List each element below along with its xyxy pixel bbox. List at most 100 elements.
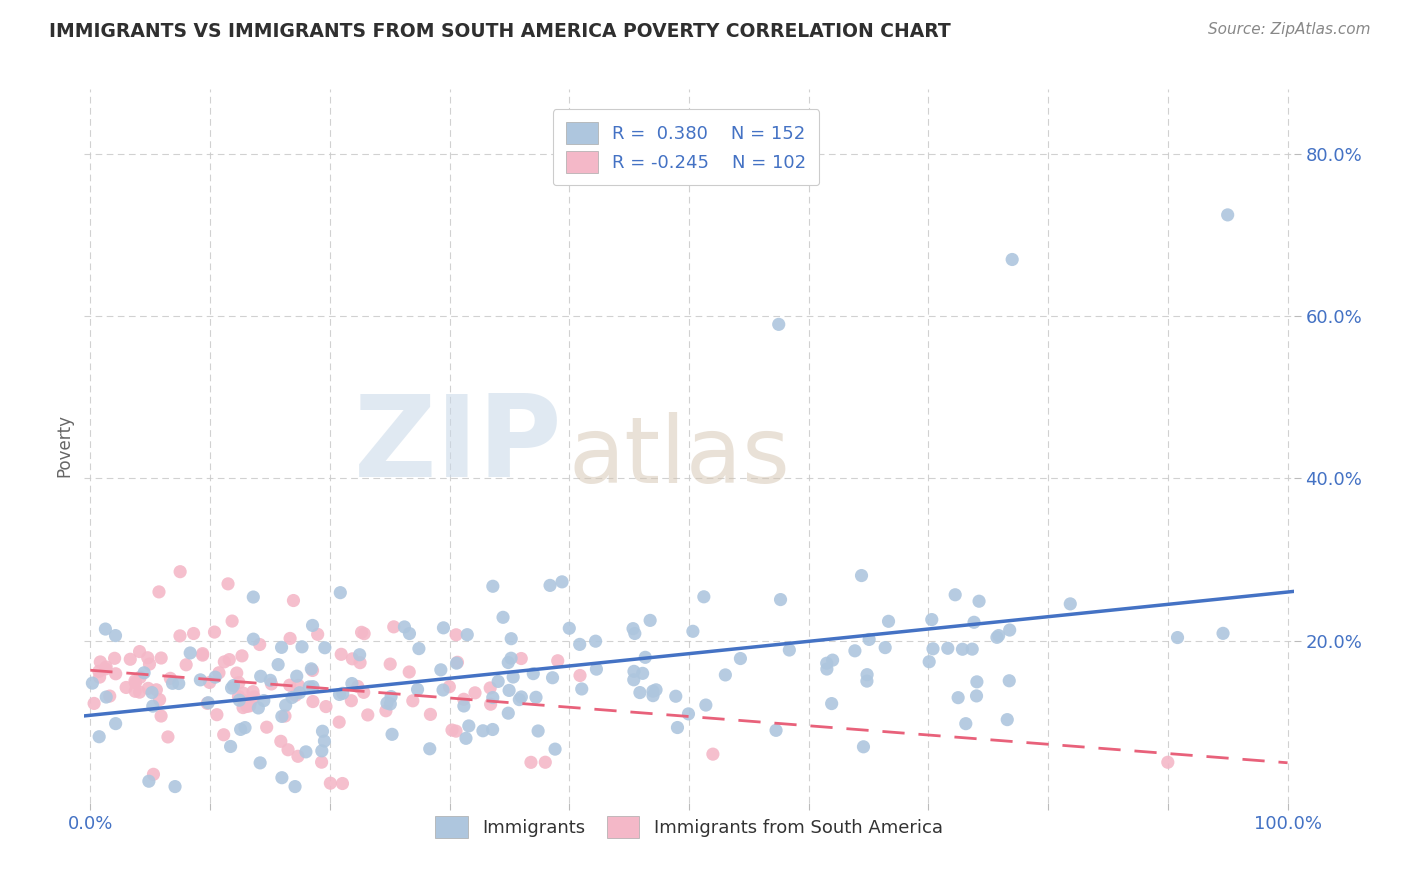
- Point: [208, 665, 231, 680]
- Point: [214, 655, 236, 669]
- Point: [858, 632, 880, 647]
- Point: [353, 626, 375, 640]
- Point: [456, 628, 478, 642]
- Point: [288, 686, 311, 700]
- Point: [163, 780, 186, 794]
- Legend: Immigrants, Immigrants from South America: Immigrants, Immigrants from South Americ…: [426, 807, 952, 847]
- Point: [571, 681, 593, 696]
- Point: [169, 629, 191, 643]
- Point: [239, 698, 262, 713]
- Point: [319, 776, 342, 790]
- Point: [357, 708, 380, 723]
- Point: [402, 694, 425, 708]
- Point: [301, 618, 323, 632]
- Point: [995, 713, 1018, 727]
- Point: [492, 610, 515, 624]
- Point: [270, 640, 292, 655]
- Point: [875, 640, 897, 655]
- Point: [1212, 626, 1234, 640]
- Point: [104, 629, 127, 643]
- Point: [527, 723, 550, 738]
- Point: [471, 723, 494, 738]
- Point: [453, 692, 475, 706]
- Point: [922, 641, 945, 656]
- Point: [301, 664, 323, 678]
- Point: [191, 647, 214, 661]
- Point: [682, 624, 704, 639]
- Point: [943, 588, 966, 602]
- Point: [350, 625, 373, 640]
- Point: [1059, 597, 1081, 611]
- Point: [440, 723, 463, 737]
- Point: [695, 698, 717, 712]
- Point: [311, 744, 333, 758]
- Point: [380, 697, 402, 711]
- Point: [510, 690, 533, 704]
- Point: [89, 670, 111, 684]
- Point: [284, 780, 307, 794]
- Point: [174, 657, 197, 672]
- Point: [179, 646, 201, 660]
- Point: [256, 720, 278, 734]
- Point: [329, 585, 352, 599]
- Point: [998, 623, 1021, 637]
- Point: [967, 594, 990, 608]
- Point: [856, 674, 879, 689]
- Point: [283, 593, 305, 607]
- Point: [946, 690, 969, 705]
- Point: [145, 682, 167, 697]
- Point: [287, 749, 309, 764]
- Point: [520, 756, 543, 770]
- Point: [242, 684, 264, 698]
- Point: [481, 723, 503, 737]
- Point: [136, 681, 159, 696]
- Point: [132, 665, 155, 680]
- Point: [142, 767, 165, 781]
- Point: [966, 689, 988, 703]
- Point: [302, 695, 325, 709]
- Point: [195, 696, 218, 710]
- Point: [204, 625, 226, 640]
- Point: [815, 662, 838, 676]
- Point: [221, 681, 243, 695]
- Text: Source: ZipAtlas.com: Source: ZipAtlas.com: [1208, 22, 1371, 37]
- Point: [432, 683, 454, 698]
- Point: [398, 665, 420, 679]
- Point: [104, 651, 127, 665]
- Point: [1216, 208, 1239, 222]
- Point: [89, 655, 111, 669]
- Point: [645, 682, 668, 697]
- Point: [844, 644, 866, 658]
- Point: [558, 621, 581, 635]
- Point: [340, 676, 363, 690]
- Point: [342, 652, 364, 666]
- Point: [190, 673, 212, 687]
- Point: [486, 674, 509, 689]
- Point: [498, 706, 520, 721]
- Point: [624, 626, 647, 640]
- Point: [730, 651, 752, 665]
- Point: [298, 680, 321, 694]
- Y-axis label: Poverty: Poverty: [55, 415, 73, 477]
- Point: [285, 669, 308, 683]
- Point: [94, 622, 117, 636]
- Point: [225, 666, 247, 681]
- Point: [998, 673, 1021, 688]
- Point: [142, 699, 165, 714]
- Point: [623, 665, 645, 679]
- Point: [665, 690, 688, 704]
- Point: [260, 677, 283, 691]
- Point: [249, 638, 271, 652]
- Point: [314, 640, 336, 655]
- Point: [510, 651, 533, 665]
- Point: [291, 640, 314, 654]
- Point: [353, 685, 375, 699]
- Point: [287, 678, 309, 692]
- Point: [240, 694, 263, 708]
- Point: [349, 656, 371, 670]
- Point: [299, 662, 322, 676]
- Point: [228, 690, 250, 704]
- Point: [242, 590, 264, 604]
- Point: [375, 696, 398, 710]
- Point: [666, 721, 689, 735]
